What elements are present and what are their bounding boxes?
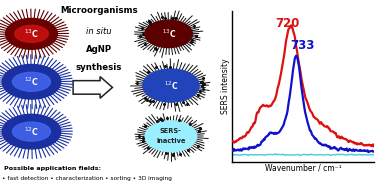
Text: • fast detection • characterization • sorting • 3D imaging: • fast detection • characterization • so…	[2, 176, 172, 181]
Text: AgNP: AgNP	[86, 45, 112, 54]
Text: $^{12}$C: $^{12}$C	[164, 79, 178, 92]
Text: SERS-: SERS-	[160, 128, 182, 134]
Ellipse shape	[12, 122, 51, 141]
Text: $^{13}$C: $^{13}$C	[161, 28, 176, 40]
Text: 733: 733	[290, 39, 315, 52]
Ellipse shape	[6, 18, 57, 49]
Ellipse shape	[143, 69, 199, 102]
Text: Microorganisms: Microorganisms	[60, 6, 138, 15]
Text: Possible application fields:: Possible application fields:	[5, 166, 102, 171]
Ellipse shape	[2, 114, 61, 149]
Text: $^{12}$C: $^{12}$C	[24, 76, 39, 88]
Text: in situ: in situ	[86, 27, 112, 36]
Ellipse shape	[145, 121, 197, 152]
Ellipse shape	[12, 72, 51, 91]
Ellipse shape	[145, 20, 192, 48]
Ellipse shape	[2, 64, 61, 99]
Text: $^{12}$C: $^{12}$C	[24, 125, 39, 138]
X-axis label: Wavenumber / cm⁻¹: Wavenumber / cm⁻¹	[265, 163, 342, 172]
Y-axis label: SERS intensity: SERS intensity	[221, 59, 230, 114]
Text: inactive: inactive	[156, 138, 186, 144]
Text: 720: 720	[275, 17, 300, 30]
Ellipse shape	[15, 25, 48, 42]
Text: synthesis: synthesis	[76, 63, 122, 72]
Text: $^{13}$C: $^{13}$C	[24, 28, 39, 40]
FancyArrow shape	[73, 77, 113, 98]
